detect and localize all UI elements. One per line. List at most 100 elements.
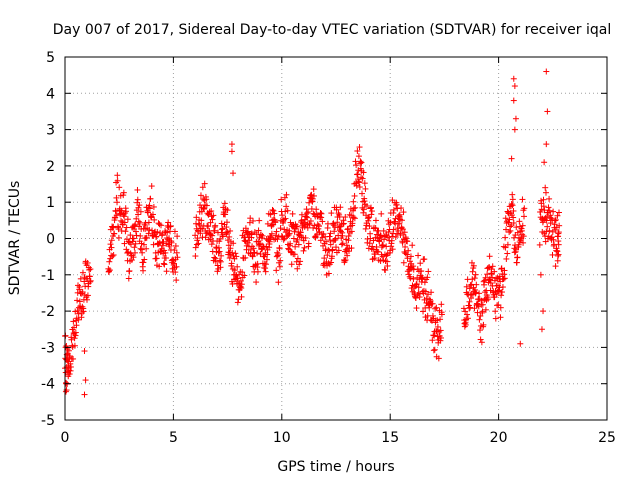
data-point [272, 219, 279, 226]
data-point [249, 253, 256, 260]
data-point [336, 224, 343, 231]
data-point [511, 83, 518, 90]
data-point [137, 208, 144, 215]
data-point [512, 115, 519, 122]
data-point [236, 271, 243, 278]
data-point [146, 205, 153, 212]
data-point [113, 194, 120, 201]
data-point [290, 235, 297, 242]
data-point [491, 294, 498, 301]
data-point [114, 172, 121, 179]
data-point [149, 211, 156, 218]
data-point [289, 210, 296, 217]
data-point [401, 229, 408, 236]
x-axis-label: GPS time / hours [277, 459, 394, 475]
data-point [209, 232, 216, 239]
y-tick-label: 3 [46, 123, 55, 139]
data-point [507, 227, 514, 234]
data-point [516, 218, 523, 225]
data-point [229, 249, 236, 256]
data-point [326, 233, 333, 240]
data-point [131, 244, 138, 251]
data-point [536, 241, 543, 248]
data-point [164, 229, 171, 236]
data-point [234, 263, 241, 270]
data-point [140, 241, 147, 248]
y-axis-label: SDTVAR / TECUs [7, 181, 23, 296]
data-point [354, 176, 361, 183]
data-point [309, 195, 316, 202]
data-point [219, 225, 226, 232]
data-point [550, 208, 557, 215]
data-point [360, 206, 367, 213]
data-point [552, 216, 559, 223]
data-point [63, 387, 70, 394]
data-point [205, 211, 212, 218]
data-point [485, 296, 492, 303]
x-tick-label: 5 [169, 430, 178, 446]
data-point [203, 196, 210, 203]
data-point [162, 249, 169, 256]
data-point [390, 226, 397, 233]
data-point [226, 255, 233, 262]
data-point [234, 299, 241, 306]
data-point [365, 214, 372, 221]
data-point [71, 342, 78, 349]
data-point [538, 326, 545, 333]
data-point [335, 247, 342, 254]
data-point [409, 242, 416, 249]
data-point [172, 269, 179, 276]
x-tick-label: 25 [598, 430, 616, 446]
data-points [62, 68, 563, 398]
data-point [549, 251, 556, 258]
data-point [542, 184, 549, 191]
data-point [509, 202, 516, 209]
data-point [137, 232, 144, 239]
data-point [338, 241, 345, 248]
data-point [228, 141, 235, 148]
data-point [424, 274, 431, 281]
x-tick-label: 20 [490, 430, 508, 446]
data-point [192, 244, 199, 251]
data-point [159, 231, 166, 238]
data-point [223, 229, 230, 236]
data-point [541, 159, 548, 166]
data-point [407, 253, 414, 260]
data-point [207, 219, 214, 226]
data-point [497, 304, 504, 311]
data-point [267, 235, 274, 242]
data-point [399, 226, 406, 233]
data-point [227, 227, 234, 234]
data-point [208, 241, 215, 248]
data-point [355, 153, 362, 160]
data-point [278, 196, 285, 203]
data-point [480, 321, 487, 328]
data-point [109, 224, 116, 231]
data-point [224, 207, 231, 214]
data-point [268, 230, 275, 237]
data-point [372, 217, 379, 224]
data-point [126, 267, 133, 274]
data-point [228, 260, 235, 267]
data-point [197, 192, 204, 199]
data-point [283, 203, 290, 210]
data-point [134, 186, 141, 193]
data-point [418, 268, 425, 275]
data-point [337, 204, 344, 211]
data-point [467, 282, 474, 289]
data-point [72, 329, 79, 336]
data-point [273, 267, 280, 274]
y-tick-label: 5 [46, 50, 55, 66]
data-point [517, 340, 524, 347]
data-point [148, 183, 155, 190]
data-point [131, 249, 138, 256]
data-point [342, 257, 349, 264]
data-point [297, 258, 304, 265]
data-point [136, 202, 143, 209]
data-point [282, 215, 289, 222]
data-point [359, 175, 366, 182]
data-point [390, 206, 397, 213]
data-point [503, 255, 510, 262]
data-point [215, 244, 222, 251]
data-point [540, 196, 547, 203]
